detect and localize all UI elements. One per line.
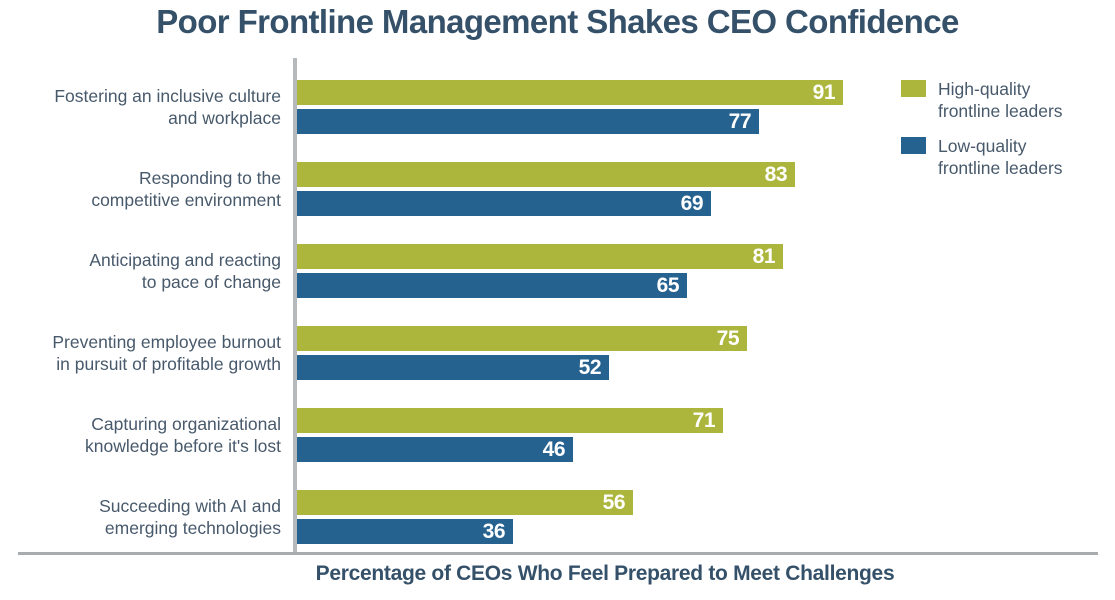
category-label: Preventing employee burnout in pursuit of… [52, 332, 281, 374]
bar-pair: 91 77 [297, 80, 843, 134]
bar-pair: 56 36 [297, 490, 633, 544]
bar-value-label: 69 [680, 191, 704, 215]
bar-value-label: 52 [578, 355, 602, 379]
bar-group: Succeeding with AI and emerging technolog… [0, 490, 1115, 544]
bar-value-label: 91 [812, 80, 836, 104]
legend-swatch-low-quality [901, 137, 926, 154]
bar-value-label: 77 [728, 109, 752, 133]
bar-pair: 81 65 [297, 244, 783, 298]
bar-high-quality: 75 [297, 326, 747, 351]
chart-title: Poor Frontline Management Shakes CEO Con… [156, 3, 959, 40]
bar-high-quality: 91 [297, 80, 843, 105]
bar-low-quality: 52 [297, 355, 609, 380]
bar-value-label: 46 [542, 437, 566, 461]
bar-group: Capturing organizational knowledge before… [0, 408, 1115, 462]
y-axis-line [293, 58, 297, 552]
bar-value-label: 36 [482, 519, 506, 543]
legend-label-line: High-quality [938, 79, 1031, 99]
bar-high-quality: 71 [297, 408, 723, 433]
bar-low-quality: 46 [297, 437, 573, 462]
bar-value-label: 71 [692, 408, 716, 432]
bar-pair: 75 52 [297, 326, 747, 380]
bar-group: Responding to the competitive environment… [0, 162, 1115, 216]
legend: High-quality frontline leaders Low-quali… [901, 78, 1063, 192]
x-axis-line [18, 552, 1098, 555]
bar-value-label: 81 [752, 244, 776, 268]
category-label: Succeeding with AI and emerging technolog… [99, 496, 281, 538]
bar-value-label: 75 [716, 326, 740, 350]
legend-item-low-quality: Low-quality frontline leaders [901, 135, 1063, 179]
legend-label-line: Low-quality [938, 136, 1027, 156]
legend-label-line: frontline leaders [938, 158, 1063, 178]
bar-group: Preventing employee burnout in pursuit of… [0, 326, 1115, 380]
x-axis-title: Percentage of CEOs Who Feel Prepared to … [315, 562, 895, 585]
category-label: Anticipating and reacting to pace of chan… [89, 250, 281, 292]
bar-group: Anticipating and reacting to pace of chan… [0, 244, 1115, 298]
bar-low-quality: 69 [297, 191, 711, 216]
category-label: Capturing organizational knowledge before… [85, 414, 281, 456]
bar-low-quality: 77 [297, 109, 759, 134]
bar-value-label: 83 [764, 162, 788, 186]
category-label: Fostering an inclusive culture and workpl… [54, 86, 281, 128]
bar-high-quality: 56 [297, 490, 633, 515]
bar-pair: 83 69 [297, 162, 795, 216]
bar-value-label: 56 [602, 490, 626, 514]
legend-label-line: frontline leaders [938, 101, 1063, 121]
legend-item-high-quality: High-quality frontline leaders [901, 78, 1063, 122]
bar-low-quality: 65 [297, 273, 687, 298]
legend-swatch-high-quality [901, 80, 926, 97]
legend-label: Low-quality frontline leaders [938, 135, 1063, 179]
category-label: Responding to the competitive environment [91, 168, 281, 210]
bar-high-quality: 81 [297, 244, 783, 269]
bar-low-quality: 36 [297, 519, 513, 544]
bar-group: Fostering an inclusive culture and workpl… [0, 80, 1115, 134]
legend-label: High-quality frontline leaders [938, 78, 1063, 122]
bar-value-label: 65 [656, 273, 680, 297]
bar-pair: 71 46 [297, 408, 723, 462]
bar-high-quality: 83 [297, 162, 795, 187]
